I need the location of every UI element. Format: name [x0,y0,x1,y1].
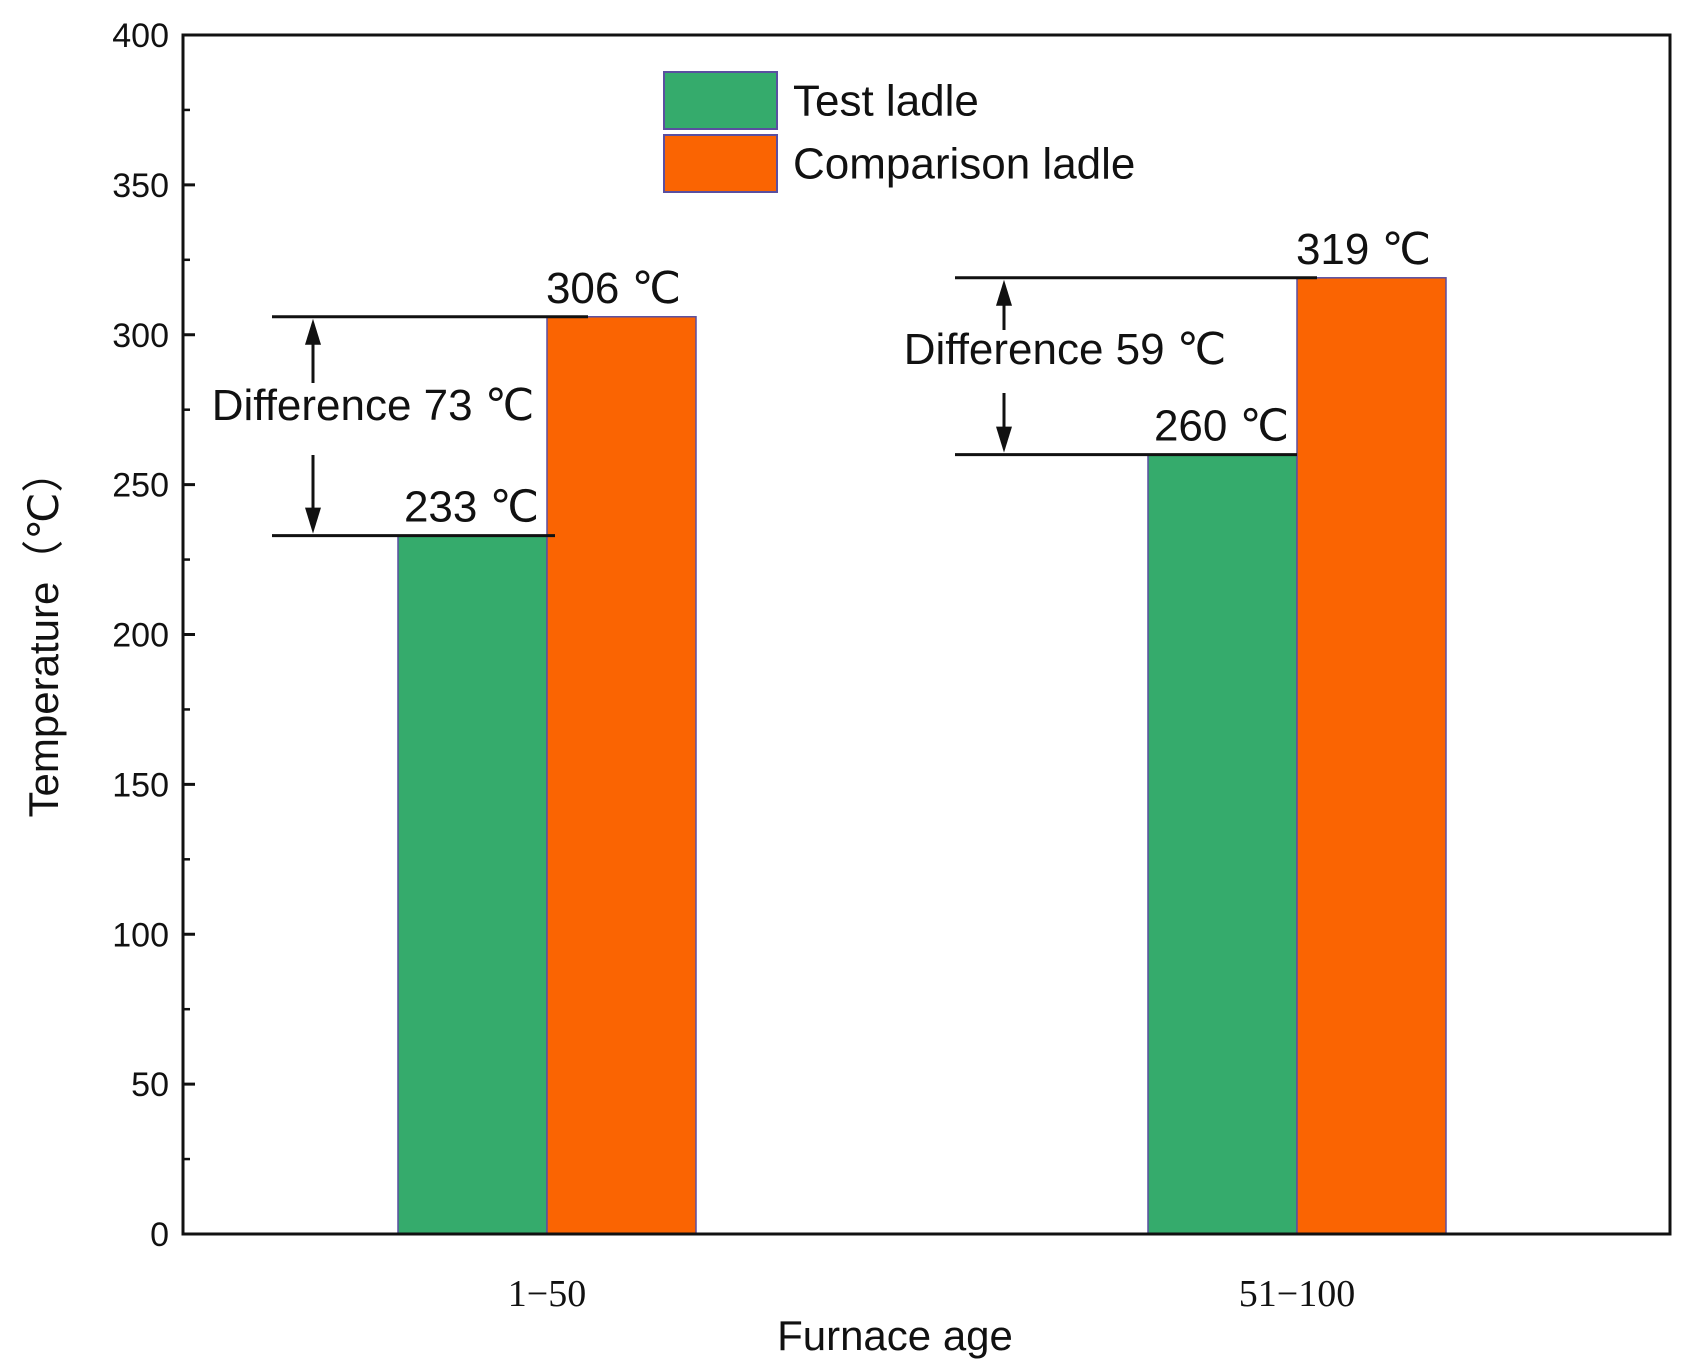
y-tick-label: 150 [112,766,169,804]
y-axis: 0 50 100 150 200 250 300 350 400 [112,17,195,1254]
bar-comparison-ladle-1 [546,316,697,1235]
y-tick-label: 400 [112,17,169,55]
bar-test-ladle-1 [397,534,548,1235]
difference-arrowhead [996,426,1012,453]
difference-arrowhead [996,279,1012,306]
bar-value-label: 233 ℃ [404,483,539,532]
x-axis: 1−50 51−100 [508,1273,1355,1315]
bar-value-label: 319 ℃ [1296,225,1431,274]
bar-value-label: 260 ℃ [1154,402,1289,451]
difference-label: Difference 59 ℃ [904,325,1227,374]
bar-test-ladle-2 [1147,453,1298,1235]
y-tick-label: 0 [150,1216,169,1254]
y-axis-title: Temperature（℃） [20,451,67,818]
difference-label: Difference 73 ℃ [212,381,535,430]
bar-comparison-ladle-2 [1296,277,1447,1235]
annotations-layer: Difference 73 ℃ Difference 59 ℃ [212,276,1317,538]
value-labels: 233 ℃ 306 ℃ 260 ℃ 319 ℃ [404,225,1431,532]
legend: Test ladle Comparison ladle [663,71,1135,193]
y-tick-label: 300 [112,317,169,355]
legend-label: Test ladle [793,77,979,126]
difference-arrowhead [305,507,321,534]
y-tick-label: 200 [112,617,169,655]
y-tick-label: 250 [112,467,169,505]
y-tick-label: 50 [131,1066,169,1104]
x-tick-label: 51−100 [1239,1273,1355,1315]
legend-swatch-test-ladle [663,71,778,130]
legend-swatch-comparison-ladle [663,134,778,193]
y-tick-label: 350 [112,167,169,205]
difference-arrowhead [305,318,321,345]
x-tick-label: 1−50 [508,1273,586,1315]
bar-value-label: 306 ℃ [546,264,681,313]
y-tick-label: 100 [112,916,169,954]
x-axis-title: Furnace age [777,1312,1013,1359]
legend-label: Comparison ladle [793,140,1135,189]
